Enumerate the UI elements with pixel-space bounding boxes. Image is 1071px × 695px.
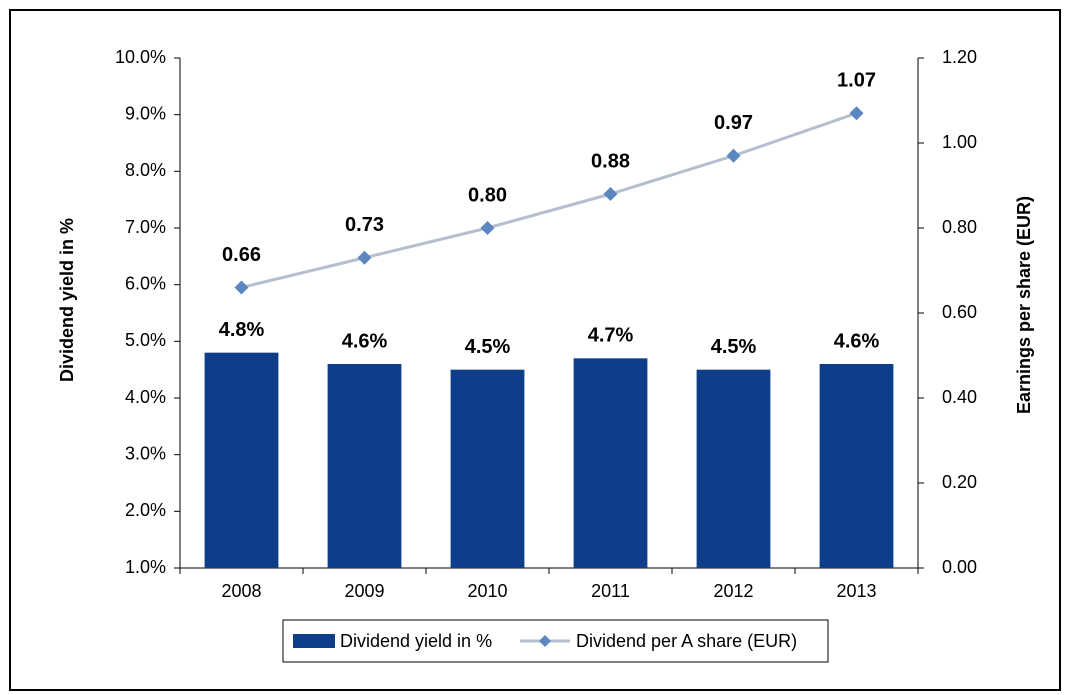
line-marker	[234, 280, 249, 295]
line-marker	[726, 148, 741, 163]
legend-marker	[539, 635, 551, 647]
bar	[327, 364, 402, 568]
y2-tick-label: 0.40	[942, 387, 977, 407]
line-marker	[849, 106, 864, 121]
x-tick-label: 2012	[713, 581, 753, 601]
y2-tick-label: 1.00	[942, 132, 977, 152]
y-tick-label: 10.0%	[115, 47, 166, 67]
bar	[819, 364, 894, 568]
y2-tick-label: 0.80	[942, 217, 977, 237]
y2-tick-label: 0.20	[942, 472, 977, 492]
line-marker	[357, 250, 372, 265]
line-value-label: 0.97	[714, 112, 753, 134]
y-tick-label: 3.0%	[125, 443, 166, 463]
chart-frame	[9, 9, 1061, 691]
line-value-label: 1.07	[837, 70, 876, 92]
line	[241, 111, 857, 289]
y-tick-label: 2.0%	[125, 500, 166, 520]
line-value-label: 0.73	[345, 214, 384, 236]
bar-value-label: 4.8%	[219, 319, 265, 341]
x-tick-label: 2011	[591, 581, 630, 601]
line-marker	[603, 187, 618, 201]
bar	[204, 352, 279, 568]
y2-axis-label: Earnings per share (EUR)	[1014, 196, 1034, 414]
bar	[450, 369, 525, 568]
line-value-label: 0.88	[591, 150, 630, 172]
bar	[573, 358, 648, 568]
y-axis-label: Dividend yield in %	[57, 218, 77, 382]
y2-tick-label: 1.20	[942, 47, 977, 67]
bar-value-label: 4.6%	[342, 330, 388, 352]
bar-value-label: 4.5%	[711, 336, 757, 358]
y-tick-label: 8.0%	[125, 160, 166, 180]
x-tick-label: 2010	[467, 581, 507, 601]
y-tick-label: 9.0%	[125, 103, 166, 123]
x-tick-label: 2009	[344, 581, 384, 601]
y-tick-label: 7.0%	[125, 217, 166, 237]
bar	[696, 369, 771, 568]
legend-label: Dividend per A share (EUR)	[576, 631, 797, 651]
bar-value-label: 4.5%	[465, 336, 511, 358]
line-value-label: 0.66	[222, 244, 261, 266]
bar-value-label: 4.7%	[588, 325, 634, 347]
legend-swatch	[293, 634, 335, 648]
y-tick-label: 6.0%	[125, 273, 166, 293]
x-tick-label: 2013	[836, 581, 876, 601]
y-tick-label: 1.0%	[125, 557, 166, 577]
x-tick-label: 2008	[221, 581, 261, 601]
y2-tick-label: 0.60	[942, 302, 977, 322]
y-tick-label: 4.0%	[125, 387, 166, 407]
line-marker	[480, 221, 495, 235]
y2-tick-label: 0.00	[942, 557, 977, 577]
line-value-label: 0.80	[468, 184, 507, 206]
bar-value-label: 4.6%	[834, 330, 880, 352]
y-tick-label: 5.0%	[125, 330, 166, 350]
legend-label: Dividend yield in %	[340, 631, 492, 651]
